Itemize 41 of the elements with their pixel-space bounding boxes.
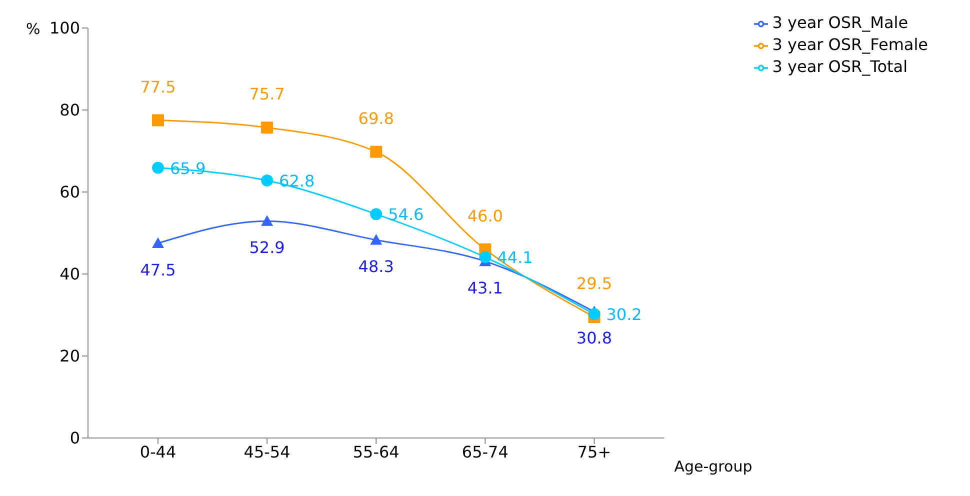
- point: [588, 308, 600, 320]
- y-tick-label: 0: [70, 428, 80, 448]
- text: 62.8: [279, 172, 315, 191]
- text: 52.9: [249, 238, 285, 258]
- point: [152, 114, 164, 126]
- text: 43.1: [467, 278, 503, 298]
- legend-label: 3 year OSR_Female: [772, 35, 928, 54]
- point: [261, 174, 274, 187]
- text: 54.6: [388, 205, 424, 224]
- y-tick-label: 40: [60, 264, 80, 284]
- y-tick-label: 60: [60, 182, 80, 202]
- point: [261, 215, 274, 226]
- text: 29.5: [576, 274, 612, 294]
- point: [479, 251, 492, 264]
- point: [370, 146, 382, 158]
- x-tick-label: 55-64: [352, 442, 400, 462]
- x-tick-label: 45-54: [244, 442, 290, 462]
- y-axis-title: %: [26, 20, 40, 38]
- point: [152, 237, 164, 248]
- y-tick-label: 20: [60, 346, 80, 366]
- text: 77.5: [140, 77, 176, 96]
- legend-label: 3 year OSR_Male: [772, 13, 908, 32]
- x-tick-label: 0-44: [140, 442, 176, 462]
- point: [370, 208, 382, 220]
- x-tick-label: 75+: [577, 442, 612, 462]
- text: 69.8: [358, 108, 394, 128]
- text: 30.2: [606, 305, 642, 324]
- text: 47.5: [140, 260, 176, 280]
- y-tick-label: 100: [49, 18, 80, 38]
- x-axis-title: Age-group: [674, 457, 752, 476]
- y-tick-label: 80: [60, 100, 80, 120]
- x-tick-label: 65-74: [462, 442, 508, 462]
- text: 75.7: [249, 84, 285, 104]
- text: 30.8: [576, 328, 612, 348]
- legend-label: 3 year OSR_Total: [772, 57, 908, 76]
- text: 46.0: [467, 206, 503, 226]
- point: [370, 234, 382, 245]
- point: [152, 162, 164, 174]
- text: 44.1: [497, 248, 533, 268]
- text: 48.3: [358, 256, 394, 276]
- point: [261, 122, 274, 134]
